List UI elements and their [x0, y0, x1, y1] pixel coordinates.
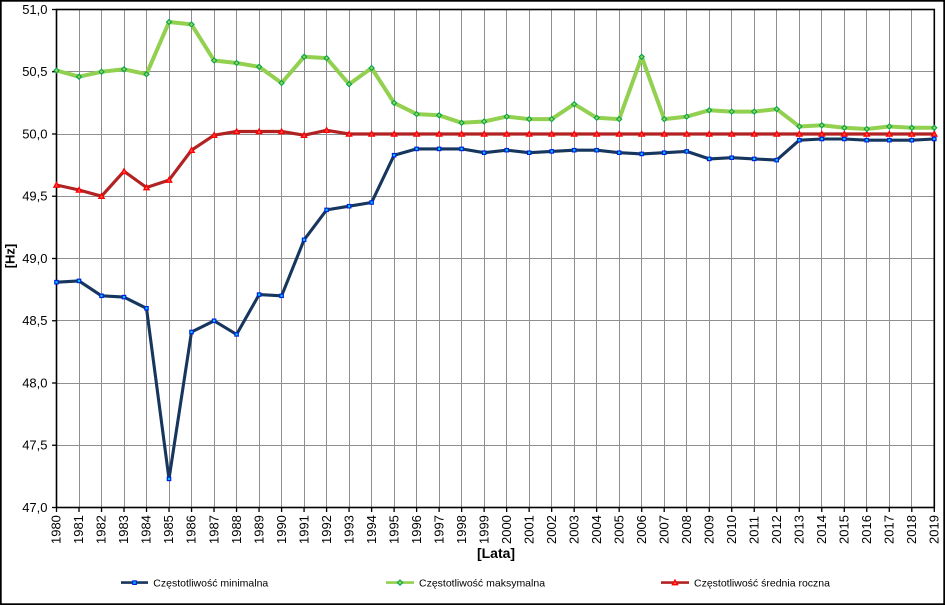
svg-text:1990: 1990	[274, 515, 289, 544]
svg-text:1986: 1986	[184, 515, 199, 544]
svg-text:Częstotliwość minimalna: Częstotliwość minimalna	[153, 577, 268, 589]
svg-text:47,0: 47,0	[22, 500, 47, 515]
svg-text:1996: 1996	[409, 515, 424, 544]
svg-text:49,0: 49,0	[22, 251, 47, 266]
svg-text:1995: 1995	[386, 515, 401, 544]
svg-text:1998: 1998	[454, 515, 469, 544]
svg-text:[Lata]: [Lata]	[477, 545, 515, 561]
svg-text:2016: 2016	[859, 515, 874, 544]
svg-text:2014: 2014	[814, 515, 829, 544]
svg-text:1993: 1993	[341, 515, 356, 544]
svg-text:2018: 2018	[904, 515, 919, 544]
svg-text:1981: 1981	[71, 515, 86, 544]
svg-text:2003: 2003	[566, 515, 581, 544]
svg-text:2015: 2015	[837, 515, 852, 544]
svg-text:2012: 2012	[769, 515, 784, 544]
svg-text:2004: 2004	[589, 515, 604, 544]
svg-text:2007: 2007	[656, 515, 671, 544]
svg-text:2005: 2005	[611, 515, 626, 544]
svg-text:48,5: 48,5	[22, 313, 47, 328]
svg-text:2010: 2010	[724, 515, 739, 544]
svg-text:1989: 1989	[251, 515, 266, 544]
svg-text:Częstotliwość maksymalna: Częstotliwość maksymalna	[419, 577, 545, 589]
svg-text:1992: 1992	[319, 515, 334, 544]
svg-text:49,5: 49,5	[22, 189, 47, 204]
svg-text:1987: 1987	[206, 515, 221, 544]
svg-text:48,0: 48,0	[22, 375, 47, 390]
svg-text:2017: 2017	[882, 515, 897, 544]
svg-text:1991: 1991	[296, 515, 311, 544]
svg-text:Częstotliwość średnia roczna: Częstotliwość średnia roczna	[694, 577, 830, 589]
svg-text:50,5: 50,5	[22, 64, 47, 79]
svg-text:2006: 2006	[634, 515, 649, 544]
svg-text:2009: 2009	[701, 515, 716, 544]
svg-text:1999: 1999	[476, 515, 491, 544]
svg-text:1980: 1980	[49, 515, 64, 544]
svg-text:1982: 1982	[94, 515, 109, 544]
svg-text:2019: 2019	[927, 515, 942, 544]
svg-text:2000: 2000	[499, 515, 514, 544]
svg-text:1983: 1983	[116, 515, 131, 544]
svg-text:1997: 1997	[431, 515, 446, 544]
svg-text:[Hz]: [Hz]	[3, 244, 18, 269]
svg-text:1985: 1985	[161, 515, 176, 544]
svg-text:2011: 2011	[746, 516, 761, 544]
svg-text:2013: 2013	[792, 515, 807, 544]
svg-text:2001: 2001	[521, 515, 536, 544]
svg-text:50,0: 50,0	[22, 126, 47, 141]
svg-text:51,0: 51,0	[22, 2, 47, 17]
svg-text:47,5: 47,5	[22, 438, 47, 453]
svg-text:1988: 1988	[229, 515, 244, 544]
svg-text:2008: 2008	[679, 515, 694, 544]
svg-text:1994: 1994	[364, 515, 379, 544]
svg-text:1984: 1984	[139, 515, 154, 544]
svg-text:2002: 2002	[544, 515, 559, 544]
